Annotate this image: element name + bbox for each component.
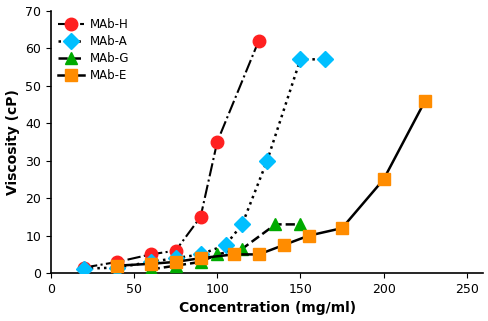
MAb-G bbox=[214, 253, 220, 256]
MAb-E bbox=[230, 253, 236, 256]
MAb-E bbox=[380, 178, 386, 181]
MAb-H bbox=[114, 260, 120, 264]
MAb-E bbox=[338, 226, 344, 230]
Line: MAb-G: MAb-G bbox=[145, 219, 305, 275]
MAb-A bbox=[172, 256, 178, 260]
MAb-E bbox=[172, 260, 178, 264]
Y-axis label: Viscosity (cP): Viscosity (cP) bbox=[5, 89, 20, 195]
MAb-A bbox=[114, 265, 120, 269]
MAb-A bbox=[264, 159, 269, 162]
MAb-E bbox=[147, 262, 153, 266]
MAb-H bbox=[81, 265, 87, 269]
MAb-E bbox=[114, 264, 120, 268]
MAb-H bbox=[147, 253, 153, 256]
MAb-E bbox=[255, 253, 261, 256]
Legend: MAb-H, MAb-A, MAb-G, MAb-E: MAb-H, MAb-A, MAb-G, MAb-E bbox=[54, 14, 133, 86]
Line: MAb-H: MAb-H bbox=[78, 34, 264, 274]
MAb-G bbox=[272, 222, 278, 226]
MAb-A bbox=[239, 222, 244, 226]
MAb-E bbox=[305, 234, 311, 238]
Line: MAb-E: MAb-E bbox=[112, 95, 430, 271]
MAb-E bbox=[422, 99, 427, 102]
MAb-H bbox=[214, 140, 220, 144]
MAb-A bbox=[322, 57, 327, 61]
MAb-A bbox=[81, 267, 87, 271]
MAb-A bbox=[197, 253, 203, 256]
MAb-G bbox=[197, 260, 203, 264]
MAb-H bbox=[255, 39, 261, 42]
MAb-A bbox=[297, 57, 303, 61]
MAb-H bbox=[197, 215, 203, 219]
MAb-E bbox=[280, 243, 286, 247]
MAb-G bbox=[297, 222, 303, 226]
MAb-G bbox=[147, 267, 153, 271]
MAb-G bbox=[172, 264, 178, 268]
X-axis label: Concentration (mg/ml): Concentration (mg/ml) bbox=[178, 301, 355, 316]
MAb-H bbox=[172, 249, 178, 253]
MAb-G bbox=[239, 247, 244, 251]
MAb-E bbox=[197, 256, 203, 260]
MAb-A bbox=[222, 243, 228, 247]
MAb-A bbox=[147, 260, 153, 264]
Line: MAb-A: MAb-A bbox=[79, 54, 330, 274]
